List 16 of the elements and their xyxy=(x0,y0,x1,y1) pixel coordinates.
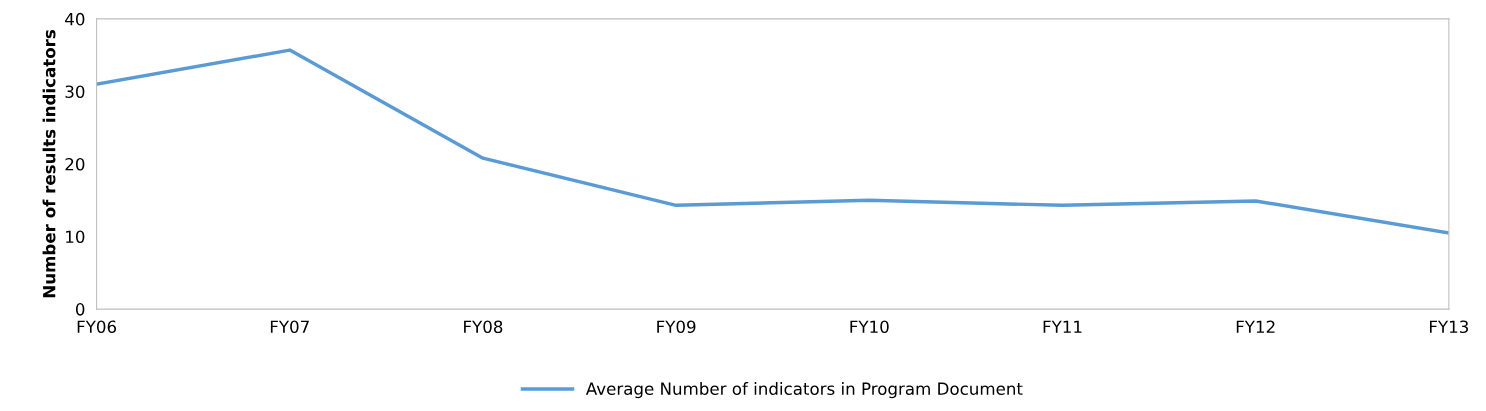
x-tick-label: FY07 xyxy=(270,320,309,334)
y-tick-label: 30 xyxy=(65,85,85,99)
y-axis-title: Number of results indicators xyxy=(42,30,56,298)
x-tick-label: FY12 xyxy=(1236,320,1275,333)
y-tick-label: 40 xyxy=(65,12,85,26)
line-series xyxy=(96,48,1449,235)
y-tick-label: 0 xyxy=(75,303,85,316)
x-tick-label: FY13 xyxy=(1430,320,1468,334)
x-tick-label: FY06 xyxy=(77,320,117,334)
x-tick-label: FY10 xyxy=(850,320,889,334)
y-tick-label: 10 xyxy=(66,230,85,244)
x-tick-label: FY11 xyxy=(1043,320,1082,333)
x-tick-label: FY09 xyxy=(657,320,696,334)
x-tick-label: FY08 xyxy=(464,320,503,334)
y-tick-label: 20 xyxy=(65,157,85,171)
legend-label: Average Number of indicators in Program Document xyxy=(585,382,1023,399)
